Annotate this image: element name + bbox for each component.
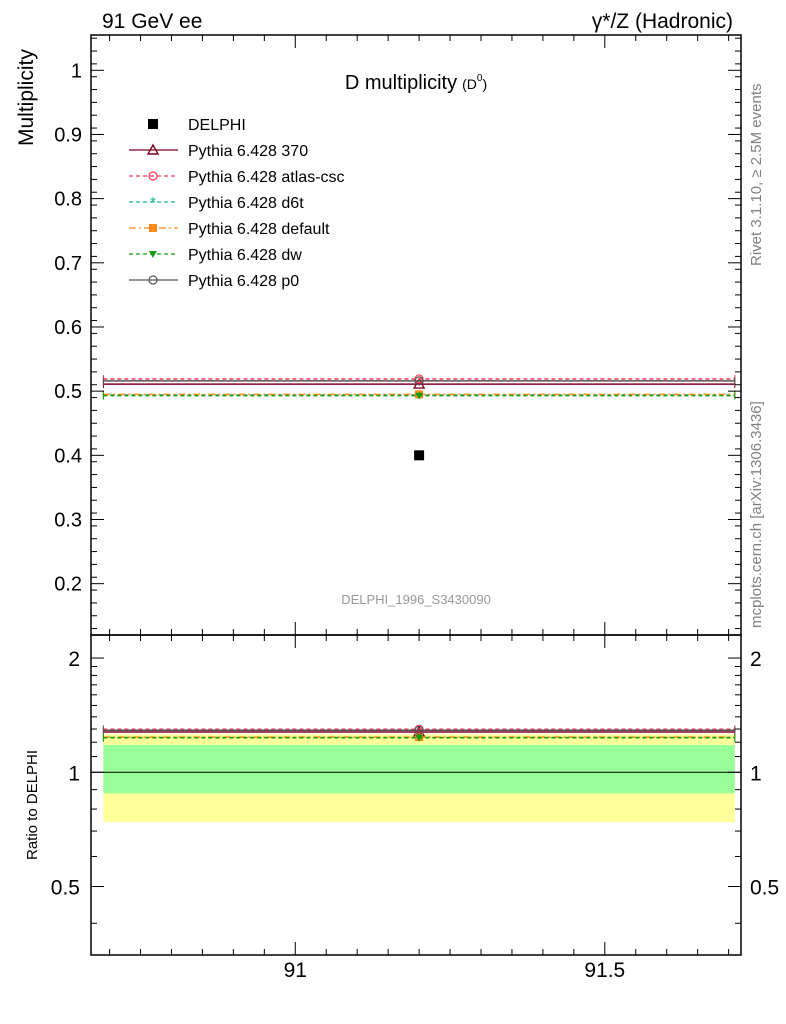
y-tick-label: 0.8: [54, 189, 82, 211]
mcplots-label: mcplots.cern.ch [arXiv:1306.3436]: [748, 401, 765, 628]
legend-marker: [149, 224, 157, 232]
legend-label: Pythia 6.428 dw: [188, 247, 302, 264]
main-panel: * 0.2 0.3 0.4 0.5 0.6 0.7 0.8 0.9 1 D multiplici…: [54, 34, 742, 636]
chart-title-close: ): [482, 76, 487, 92]
legend-marker: *: [150, 194, 156, 211]
y-tick-label: 0.3: [54, 509, 82, 531]
header-left: 91 GeV ee: [102, 10, 202, 33]
ratio-ticks: 0.5 0.5 1 1 2 2 91 91.5: [51, 635, 779, 982]
legend-marker: [148, 275, 158, 285]
ratio-y-tick-label-left: 0.5: [51, 877, 80, 900]
legend-marker: [148, 171, 158, 181]
chart-title-paren: (D: [462, 76, 477, 92]
chart-title-sup: 0: [477, 73, 483, 84]
ratio-y-tick-label-right: 1: [750, 762, 762, 785]
ratio-y-axis-label: Ratio to DELPHI: [24, 750, 41, 860]
legend-label: Pythia 6.428 d6t: [188, 195, 304, 212]
legend-marker: [148, 119, 158, 129]
legend-label: Pythia 6.428 atlas-csc: [188, 169, 345, 186]
y-tick-label: 0.2: [54, 574, 82, 596]
legend: DELPHI Pythia 6.428 370 Pythia 6.428 atlas…: [129, 117, 345, 290]
legend-label: Pythia 6.428 370: [188, 143, 308, 160]
chart-title-main: D multiplicity: [345, 72, 457, 94]
ratio-frame: [90, 634, 742, 956]
main-marks: *: [102, 374, 736, 461]
y-tick-label: 0.4: [54, 445, 82, 467]
ratio-point-marker: [414, 725, 424, 735]
y-tick-label: 1: [71, 60, 82, 82]
y-tick-label: 0.9: [54, 124, 82, 146]
legend-label: Pythia 6.428 p0: [188, 273, 299, 290]
y-tick-label: 0.5: [54, 381, 82, 403]
ratio-marks: *: [91, 724, 741, 822]
y-tick-label: 0.7: [54, 253, 82, 275]
ratio-y-tick-label-left: 2: [68, 648, 80, 671]
ratio-point-marker: [415, 734, 424, 742]
chart-title: D multiplicity (D0): [345, 72, 487, 94]
ratio-panel: * 0.5 0.5 1 1 2 2 91 91.5: [51, 634, 779, 982]
legend-marker: [149, 251, 157, 258]
ratio-y-tick-label-left: 1: [68, 762, 80, 785]
delphi-data-point: [414, 450, 425, 461]
rivet-label: Rivet 3.1.10, ≥ 2.5M events: [748, 84, 765, 267]
ratio-y-tick-label-right: 2: [750, 648, 762, 671]
legend-marker: [146, 143, 160, 155]
watermark-label: DELPHI_1996_S3430090: [341, 592, 491, 607]
x-tick-label: 91.5: [584, 959, 625, 982]
ratio-y-tick-label-right: 0.5: [750, 877, 779, 900]
main-y-axis-label: Multiplicity: [15, 49, 38, 146]
main-ticks: 0.2 0.3 0.4 0.5 0.6 0.7 0.8 0.9 1: [54, 35, 741, 635]
mc-point-marker: [415, 392, 424, 400]
legend-label: Pythia 6.428 default: [188, 221, 330, 238]
x-tick-label: 91: [284, 959, 307, 982]
legend-label: DELPHI: [188, 117, 246, 134]
header-right: γ*/Z (Hadronic): [592, 10, 733, 33]
mc-point-marker: [414, 376, 424, 386]
uncertainty-band-green: [103, 744, 735, 794]
y-tick-label: 0.6: [54, 317, 82, 339]
